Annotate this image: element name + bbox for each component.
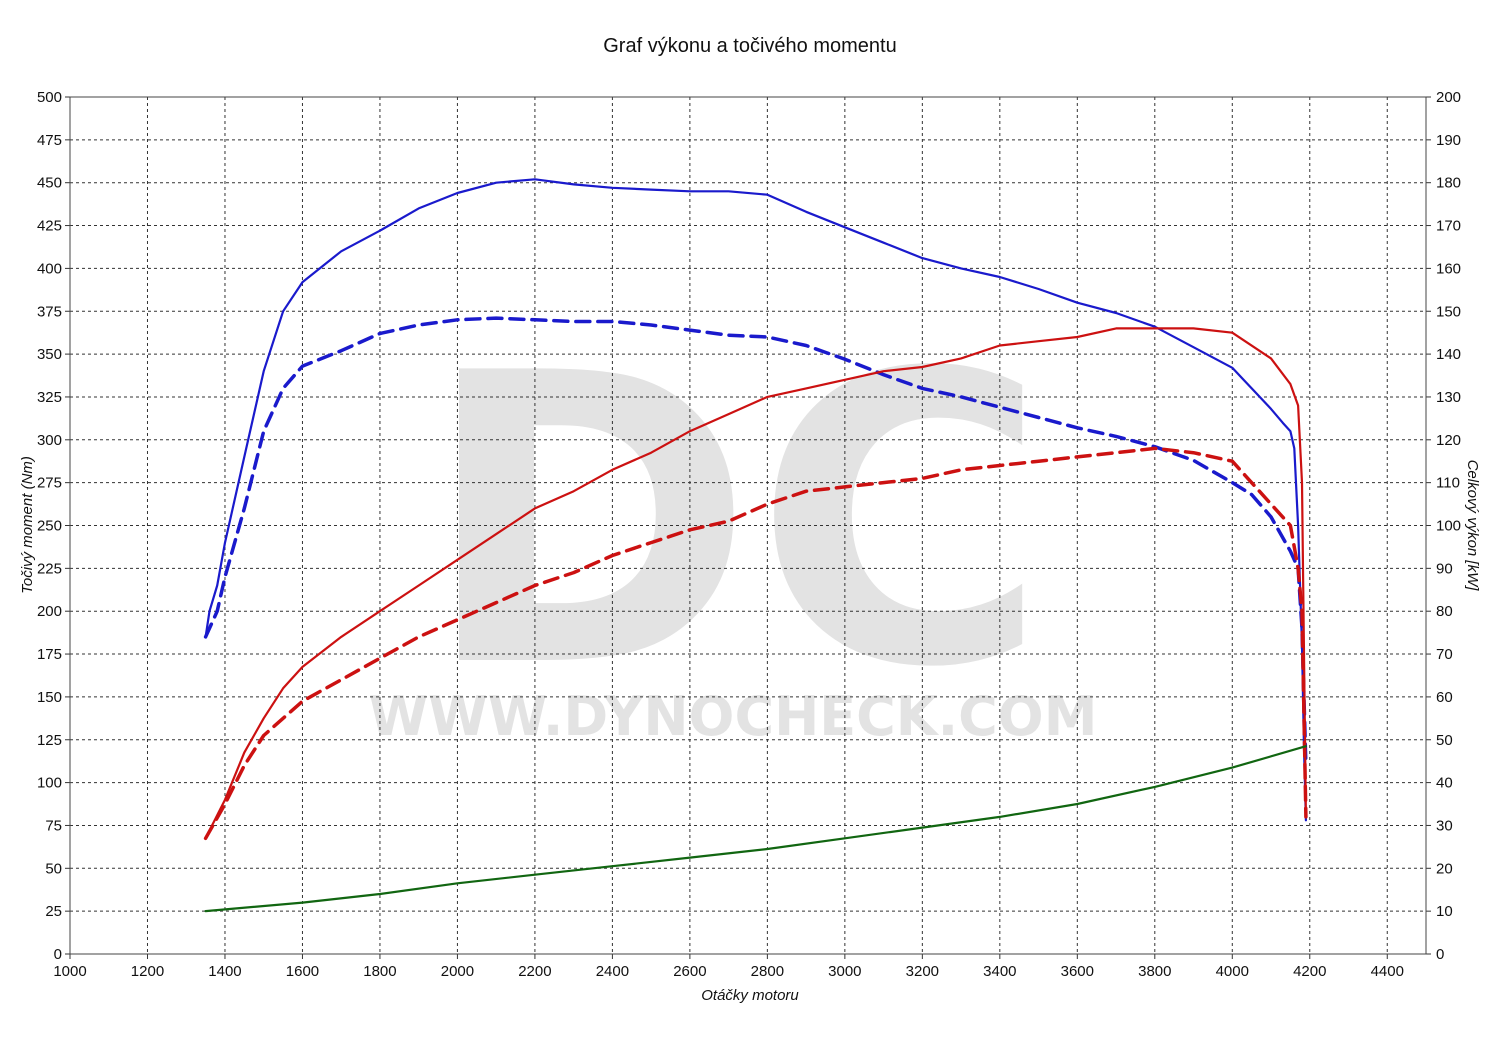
watermark-url: WWW.DYNOCHECK.COM xyxy=(369,685,1098,748)
x-tick-label: 2200 xyxy=(518,963,551,980)
y-tick-label-left: 450 xyxy=(37,175,62,192)
y-tick-label-right: 60 xyxy=(1436,689,1453,706)
x-tick-label: 1400 xyxy=(208,963,241,980)
x-tick-label: 1600 xyxy=(286,963,319,980)
y-tick-label-left: 125 xyxy=(37,732,62,749)
watermark: DC WWW.DYNOCHECK.COM xyxy=(369,290,1098,755)
grid xyxy=(65,96,1431,959)
y-tick-label-left: 275 xyxy=(37,475,62,492)
y-tick-label-left: 375 xyxy=(37,303,62,320)
y-tick-label-right: 120 xyxy=(1436,432,1461,449)
y-tick-label-left: 175 xyxy=(37,646,62,663)
y-tick-label-right: 170 xyxy=(1436,218,1461,235)
x-axis-label: Otáčky motoru xyxy=(701,987,799,1004)
y-tick-label-left: 325 xyxy=(37,389,62,406)
watermark-logo: DC xyxy=(422,290,1048,755)
y-tick-label-left: 400 xyxy=(37,260,62,277)
y-tick-label-left: 100 xyxy=(37,775,62,792)
x-tick-label: 4200 xyxy=(1293,963,1326,980)
series-power-tuned xyxy=(204,327,1307,840)
tick-labels: 1000 1200 1400 1600 1800 2000 2200 2400 2600 2800… xyxy=(37,89,1461,980)
series-power-stock xyxy=(203,446,1308,841)
y-tick-label-left: 200 xyxy=(37,603,62,620)
y-tick-label-right: 30 xyxy=(1436,817,1453,834)
x-tick-label: 4400 xyxy=(1371,963,1404,980)
x-tick-label: 1200 xyxy=(131,963,164,980)
y-tick-label-right: 70 xyxy=(1436,646,1453,663)
y-tick-label-left: 25 xyxy=(45,903,62,920)
y-tick-label-left: 50 xyxy=(45,860,62,877)
y-tick-label-left: 225 xyxy=(37,560,62,577)
x-tick-label: 2000 xyxy=(441,963,474,980)
x-tick-label: 4000 xyxy=(1216,963,1249,980)
series-losses xyxy=(204,745,1307,913)
y-tick-label-right: 160 xyxy=(1436,260,1461,277)
y-tick-label-right: 100 xyxy=(1436,518,1461,535)
x-tick-label: 2800 xyxy=(751,963,784,980)
x-tick-label: 3000 xyxy=(828,963,861,980)
x-tick-label: 1800 xyxy=(363,963,396,980)
y-tick-label-left: 250 xyxy=(37,518,62,535)
y-axis-label-left: Točivý moment (Nm) xyxy=(19,456,36,594)
x-tick-label: 1000 xyxy=(53,963,86,980)
y-tick-label-left: 350 xyxy=(37,346,62,363)
series-torque-stock xyxy=(203,316,1308,768)
y-tick-label-right: 130 xyxy=(1436,389,1461,406)
y-tick-label-right: 80 xyxy=(1436,603,1453,620)
y-tick-label-right: 40 xyxy=(1436,775,1453,792)
y-tick-label-right: 150 xyxy=(1436,303,1461,320)
y-tick-label-right: 90 xyxy=(1436,560,1453,577)
y-tick-label-right: 140 xyxy=(1436,346,1461,363)
plot-frame xyxy=(69,96,1427,955)
y-tick-label-right: 50 xyxy=(1436,732,1453,749)
y-tick-label-right: 190 xyxy=(1436,132,1461,149)
y-tick-label-left: 475 xyxy=(37,132,62,149)
y-tick-label-left: 425 xyxy=(37,218,62,235)
x-tick-label: 2600 xyxy=(673,963,706,980)
y-tick-label-left: 500 xyxy=(37,89,62,106)
series-lines xyxy=(203,178,1308,913)
y-tick-label-right: 10 xyxy=(1436,903,1453,920)
y-tick-label-right: 180 xyxy=(1436,175,1461,192)
x-tick-label: 3400 xyxy=(983,963,1016,980)
x-tick-label: 3200 xyxy=(906,963,939,980)
y-axis-label-right: Celkový výkon [kW] xyxy=(1464,460,1481,592)
x-tick-label: 3600 xyxy=(1061,963,1094,980)
y-tick-label-right: 0 xyxy=(1436,946,1444,963)
y-tick-label-left: 150 xyxy=(37,689,62,706)
y-tick-label-right: 110 xyxy=(1436,475,1460,492)
y-tick-label-left: 0 xyxy=(54,946,62,963)
y-tick-label-left: 75 xyxy=(45,817,62,834)
series-torque-tuned xyxy=(204,178,1307,822)
x-tick-label: 2400 xyxy=(596,963,629,980)
y-tick-label-right: 20 xyxy=(1436,860,1453,877)
y-tick-label-right: 200 xyxy=(1436,89,1461,106)
chart-title: Graf výkonu a točivého momentu xyxy=(603,35,896,57)
y-tick-label-left: 300 xyxy=(37,432,62,449)
x-tick-label: 3800 xyxy=(1138,963,1171,980)
